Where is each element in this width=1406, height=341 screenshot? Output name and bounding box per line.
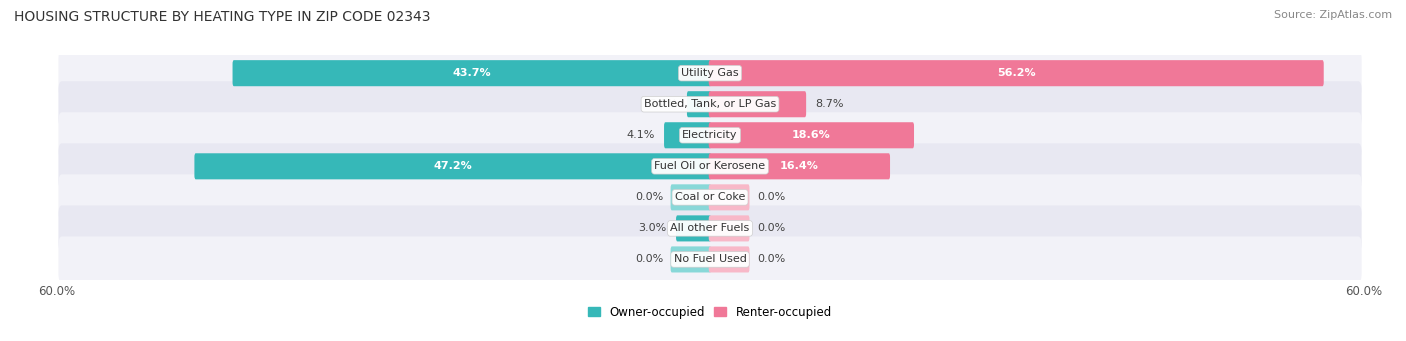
Text: 2.0%: 2.0% <box>650 99 678 109</box>
Text: Electricity: Electricity <box>682 130 738 140</box>
Text: 0.0%: 0.0% <box>756 192 785 202</box>
FancyBboxPatch shape <box>709 216 749 241</box>
Text: Fuel Oil or Kerosene: Fuel Oil or Kerosene <box>654 161 766 171</box>
FancyBboxPatch shape <box>59 50 1361 96</box>
Text: 8.7%: 8.7% <box>815 99 844 109</box>
Text: 0.0%: 0.0% <box>636 254 664 264</box>
FancyBboxPatch shape <box>664 122 711 148</box>
FancyBboxPatch shape <box>59 205 1361 251</box>
FancyBboxPatch shape <box>671 247 711 272</box>
Text: 0.0%: 0.0% <box>756 223 785 233</box>
Text: Bottled, Tank, or LP Gas: Bottled, Tank, or LP Gas <box>644 99 776 109</box>
FancyBboxPatch shape <box>59 112 1361 158</box>
FancyBboxPatch shape <box>194 153 711 179</box>
FancyBboxPatch shape <box>59 236 1361 282</box>
Text: 0.0%: 0.0% <box>636 192 664 202</box>
Text: 18.6%: 18.6% <box>792 130 831 140</box>
FancyBboxPatch shape <box>59 174 1361 220</box>
FancyBboxPatch shape <box>232 60 711 86</box>
FancyBboxPatch shape <box>709 184 749 210</box>
Text: 43.7%: 43.7% <box>453 68 491 78</box>
Text: 16.4%: 16.4% <box>780 161 818 171</box>
FancyBboxPatch shape <box>59 81 1361 127</box>
FancyBboxPatch shape <box>709 153 890 179</box>
Text: HOUSING STRUCTURE BY HEATING TYPE IN ZIP CODE 02343: HOUSING STRUCTURE BY HEATING TYPE IN ZIP… <box>14 10 430 24</box>
Text: 47.2%: 47.2% <box>433 161 472 171</box>
Text: 3.0%: 3.0% <box>638 223 666 233</box>
FancyBboxPatch shape <box>59 143 1361 189</box>
FancyBboxPatch shape <box>671 184 711 210</box>
Text: Utility Gas: Utility Gas <box>682 68 738 78</box>
Text: 56.2%: 56.2% <box>997 68 1036 78</box>
FancyBboxPatch shape <box>709 122 914 148</box>
Text: All other Fuels: All other Fuels <box>671 223 749 233</box>
Text: 4.1%: 4.1% <box>626 130 654 140</box>
FancyBboxPatch shape <box>688 91 711 117</box>
FancyBboxPatch shape <box>709 91 806 117</box>
FancyBboxPatch shape <box>709 60 1323 86</box>
Text: No Fuel Used: No Fuel Used <box>673 254 747 264</box>
Text: Coal or Coke: Coal or Coke <box>675 192 745 202</box>
Text: Source: ZipAtlas.com: Source: ZipAtlas.com <box>1274 10 1392 20</box>
Text: 0.0%: 0.0% <box>756 254 785 264</box>
Legend: Owner-occupied, Renter-occupied: Owner-occupied, Renter-occupied <box>583 301 837 323</box>
FancyBboxPatch shape <box>676 216 711 241</box>
FancyBboxPatch shape <box>709 247 749 272</box>
